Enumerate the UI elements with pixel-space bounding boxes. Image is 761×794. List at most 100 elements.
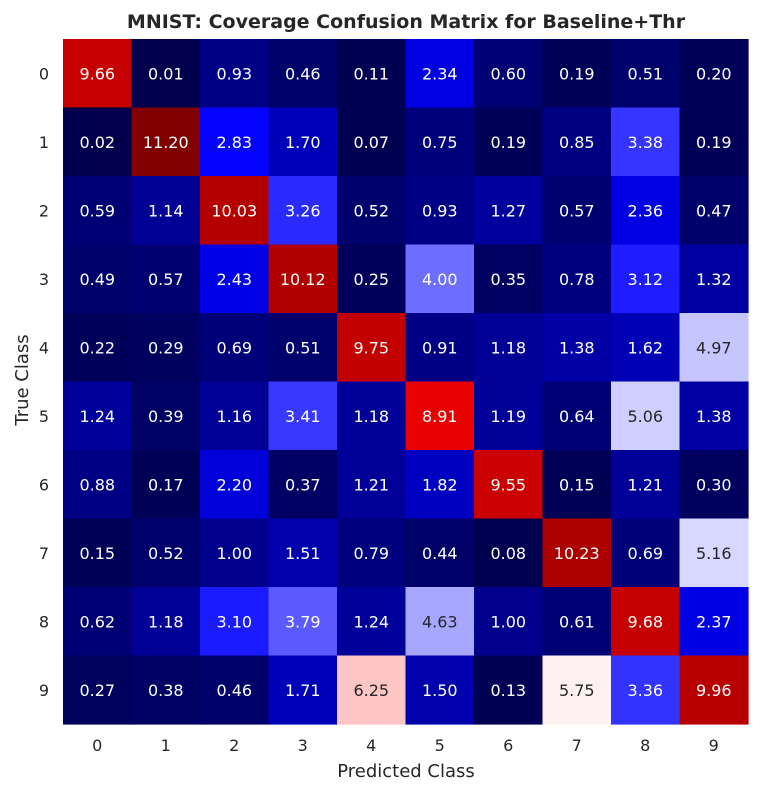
cell-value-label: 4.00 xyxy=(422,270,458,289)
cell-value-label: 3.38 xyxy=(627,133,663,152)
cell-value-label: 1.24 xyxy=(353,612,389,631)
heatmap-cell xyxy=(337,518,407,588)
cell-value-label: 4.63 xyxy=(422,612,458,631)
heatmap-cells: 9.66 0.01 0.93 0.46 0.11 2.34 0.60 0.19 0.51 0.20… xyxy=(63,39,749,725)
heatmap-cell xyxy=(337,450,407,520)
heatmap-cell xyxy=(474,587,544,657)
x-tick-label: 5 xyxy=(435,736,445,755)
y-tick-label: 1 xyxy=(39,133,49,152)
heatmap-cell xyxy=(611,39,681,109)
heatmap-cell xyxy=(131,313,201,383)
heatmap-cell xyxy=(268,244,338,314)
cell-value-label: 0.61 xyxy=(559,612,595,631)
cell-value-label: 0.02 xyxy=(79,133,115,152)
heatmap-cell xyxy=(131,587,201,657)
cell-value-label: 0.27 xyxy=(79,681,115,700)
heatmap-cell xyxy=(405,450,475,520)
cell-value-label: 0.46 xyxy=(285,64,321,83)
y-tick-label: 6 xyxy=(39,475,49,494)
heatmap-cell xyxy=(611,655,681,725)
heatmap-cell xyxy=(542,176,612,246)
cell-value-label: 3.10 xyxy=(216,612,252,631)
heatmap-cell xyxy=(63,176,133,246)
heatmap-cell xyxy=(268,107,338,177)
heatmap-cell xyxy=(268,518,338,588)
heatmap-cell xyxy=(542,587,612,657)
cell-value-label: 5.16 xyxy=(696,544,732,563)
cell-value-label: 1.18 xyxy=(353,407,389,426)
heatmap-cell xyxy=(474,655,544,725)
cell-value-label: 9.75 xyxy=(353,338,389,357)
cell-value-label: 0.93 xyxy=(422,201,458,220)
heatmap-cell xyxy=(268,587,338,657)
x-tick-label: 4 xyxy=(366,736,376,755)
heatmap-cell xyxy=(542,39,612,109)
cell-value-label: 0.37 xyxy=(285,475,321,494)
y-tick-label: 8 xyxy=(39,612,49,631)
chart-title: MNIST: Coverage Confusion Matrix for Bas… xyxy=(127,11,686,33)
heatmap-cell xyxy=(405,176,475,246)
heatmap-cell xyxy=(405,244,475,314)
heatmap-cell xyxy=(200,107,270,177)
cell-value-label: 0.19 xyxy=(559,64,595,83)
cell-value-label: 1.71 xyxy=(285,681,321,700)
x-tick-label: 6 xyxy=(503,736,513,755)
heatmap-cell xyxy=(474,450,544,520)
heatmap-cell xyxy=(200,587,270,657)
cell-value-label: 3.79 xyxy=(285,612,321,631)
cell-value-label: 0.44 xyxy=(422,544,458,563)
heatmap-cell xyxy=(542,244,612,314)
y-axis-ticks: 0 1 2 3 4 5 6 7 8 9 xyxy=(39,64,49,700)
heatmap-cell xyxy=(63,655,133,725)
cell-value-label: 1.14 xyxy=(148,201,184,220)
heatmap-cell xyxy=(679,381,749,451)
cell-value-label: 1.21 xyxy=(353,475,389,494)
cell-value-label: 1.38 xyxy=(696,407,732,426)
cell-value-label: 0.38 xyxy=(148,681,184,700)
cell-value-label: 0.07 xyxy=(353,133,389,152)
heatmap-cell xyxy=(200,450,270,520)
cell-value-label: 0.08 xyxy=(490,544,526,563)
cell-value-label: 1.51 xyxy=(285,544,321,563)
x-tick-label: 1 xyxy=(161,736,171,755)
cell-value-label: 9.55 xyxy=(490,475,526,494)
heatmap-cell xyxy=(268,655,338,725)
cell-value-label: 0.17 xyxy=(148,475,184,494)
cell-value-label: 1.18 xyxy=(490,338,526,357)
y-tick-label: 7 xyxy=(39,544,49,563)
cell-value-label: 0.39 xyxy=(148,407,184,426)
cell-value-label: 0.78 xyxy=(559,270,595,289)
cell-value-label: 0.69 xyxy=(216,338,252,357)
cell-value-label: 8.91 xyxy=(422,407,458,426)
cell-value-label: 10.23 xyxy=(554,544,600,563)
cell-value-label: 0.52 xyxy=(148,544,184,563)
heatmap-cell xyxy=(474,107,544,177)
heatmap-cell xyxy=(200,518,270,588)
cell-value-label: 1.00 xyxy=(490,612,526,631)
cell-value-label: 5.75 xyxy=(559,681,595,700)
cell-value-label: 0.91 xyxy=(422,338,458,357)
cell-value-label: 0.52 xyxy=(353,201,389,220)
cell-value-label: 0.79 xyxy=(353,544,389,563)
heatmap-cell xyxy=(611,313,681,383)
cell-value-label: 1.70 xyxy=(285,133,321,152)
heatmap-cell xyxy=(200,39,270,109)
heatmap-cell xyxy=(679,107,749,177)
cell-value-label: 2.36 xyxy=(627,201,663,220)
heatmap-cell xyxy=(611,518,681,588)
x-tick-label: 9 xyxy=(709,736,719,755)
cell-value-label: 1.16 xyxy=(216,407,252,426)
cell-value-label: 0.30 xyxy=(696,475,732,494)
cell-value-label: 0.15 xyxy=(559,475,595,494)
cell-value-label: 11.20 xyxy=(143,133,189,152)
cell-value-label: 0.35 xyxy=(490,270,526,289)
heatmap-cell xyxy=(337,381,407,451)
cell-value-label: 0.93 xyxy=(216,64,252,83)
heatmap-cell xyxy=(679,655,749,725)
cell-value-label: 10.12 xyxy=(280,270,326,289)
y-tick-label: 2 xyxy=(39,201,49,220)
cell-value-label: 2.37 xyxy=(696,612,732,631)
heatmap-cell xyxy=(474,313,544,383)
cell-value-label: 0.25 xyxy=(353,270,389,289)
heatmap-cell xyxy=(611,381,681,451)
